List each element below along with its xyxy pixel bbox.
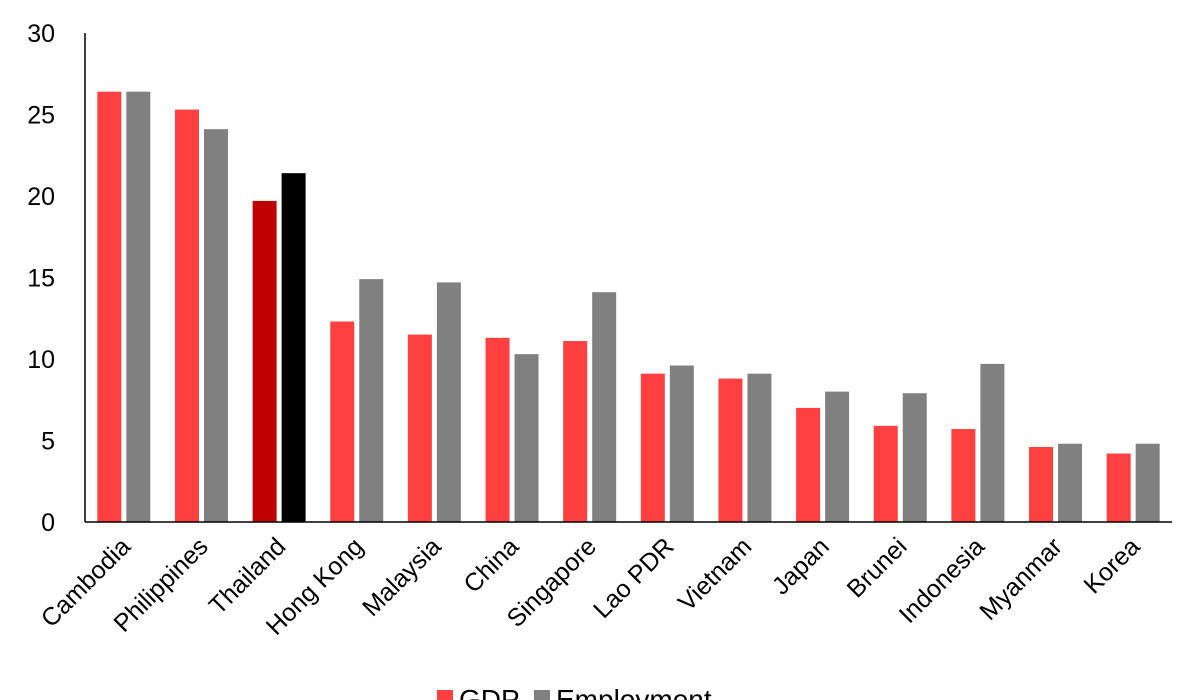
x-tick-label-japan: Japan <box>767 532 835 600</box>
bar-gdp-vietnam <box>718 378 743 522</box>
bar-gdp-hong-kong <box>330 321 355 522</box>
bar-gdp-china <box>485 337 510 522</box>
y-tick-label-15: 15 <box>27 265 55 293</box>
y-tick-label-0: 0 <box>41 509 55 537</box>
legend-swatch-gdp <box>437 690 453 700</box>
bar-gdp-philippines <box>174 109 199 523</box>
bar-employment-myanmar <box>1058 443 1083 522</box>
bar-gdp-cambodia <box>97 91 122 523</box>
bar-employment-vietnam <box>747 373 772 522</box>
y-tick-label-5: 5 <box>41 428 55 456</box>
bar-employment-hong-kong <box>359 279 384 522</box>
x-tick-label-vietnam: Vietnam <box>673 532 757 616</box>
y-tick-label-25: 25 <box>27 102 55 130</box>
bar-employment-singapore <box>592 292 617 522</box>
bar-gdp-thailand <box>252 200 277 522</box>
x-tick-label-malaysia: Malaysia <box>357 532 447 622</box>
x-tick-label-brunei: Brunei <box>842 532 913 603</box>
bar-gdp-brunei <box>873 425 898 522</box>
bar-employment-brunei <box>902 393 927 522</box>
x-tick-label-lao-pdr: Lao PDR <box>588 532 680 624</box>
bar-employment-philippines <box>203 129 228 523</box>
y-tick-label-20: 20 <box>27 183 55 211</box>
x-tick-label-china: China <box>458 532 524 598</box>
bar-employment-china <box>514 354 539 522</box>
bar-employment-lao-pdr <box>669 365 694 522</box>
legend-label-employment: Employment <box>556 684 712 700</box>
bar-employment-thailand <box>281 173 306 522</box>
legend-label-gdp: GDP <box>459 684 520 700</box>
bar-gdp-myanmar <box>1029 447 1054 522</box>
bar-employment-indonesia <box>980 363 1005 522</box>
y-tick-label-30: 30 <box>27 20 55 48</box>
x-tick-label-indonesia: Indonesia <box>894 532 991 629</box>
legend-swatch-employment <box>534 690 550 700</box>
bar-gdp-lao-pdr <box>640 373 665 522</box>
x-tick-label-korea: Korea <box>1078 532 1145 599</box>
bar-employment-japan <box>825 391 850 522</box>
bar-gdp-indonesia <box>951 429 976 522</box>
axes-group <box>84 33 1172 523</box>
y-tick-labels: 0 5 10 15 20 25 30 <box>27 20 55 537</box>
bar-employment-cambodia <box>126 91 151 523</box>
bar-gdp-singapore <box>563 341 588 522</box>
bar-employment-korea <box>1135 443 1160 522</box>
x-tick-label-myanmar: Myanmar <box>974 532 1067 625</box>
bar-gdp-japan <box>796 407 821 522</box>
y-tick-label-10: 10 <box>27 346 55 374</box>
legend: GDP Employment <box>437 684 712 700</box>
bar-gdp-korea <box>1106 453 1131 522</box>
bar-employment-malaysia <box>436 282 461 522</box>
bars-group <box>97 91 1160 523</box>
bar-gdp-malaysia <box>407 334 432 522</box>
